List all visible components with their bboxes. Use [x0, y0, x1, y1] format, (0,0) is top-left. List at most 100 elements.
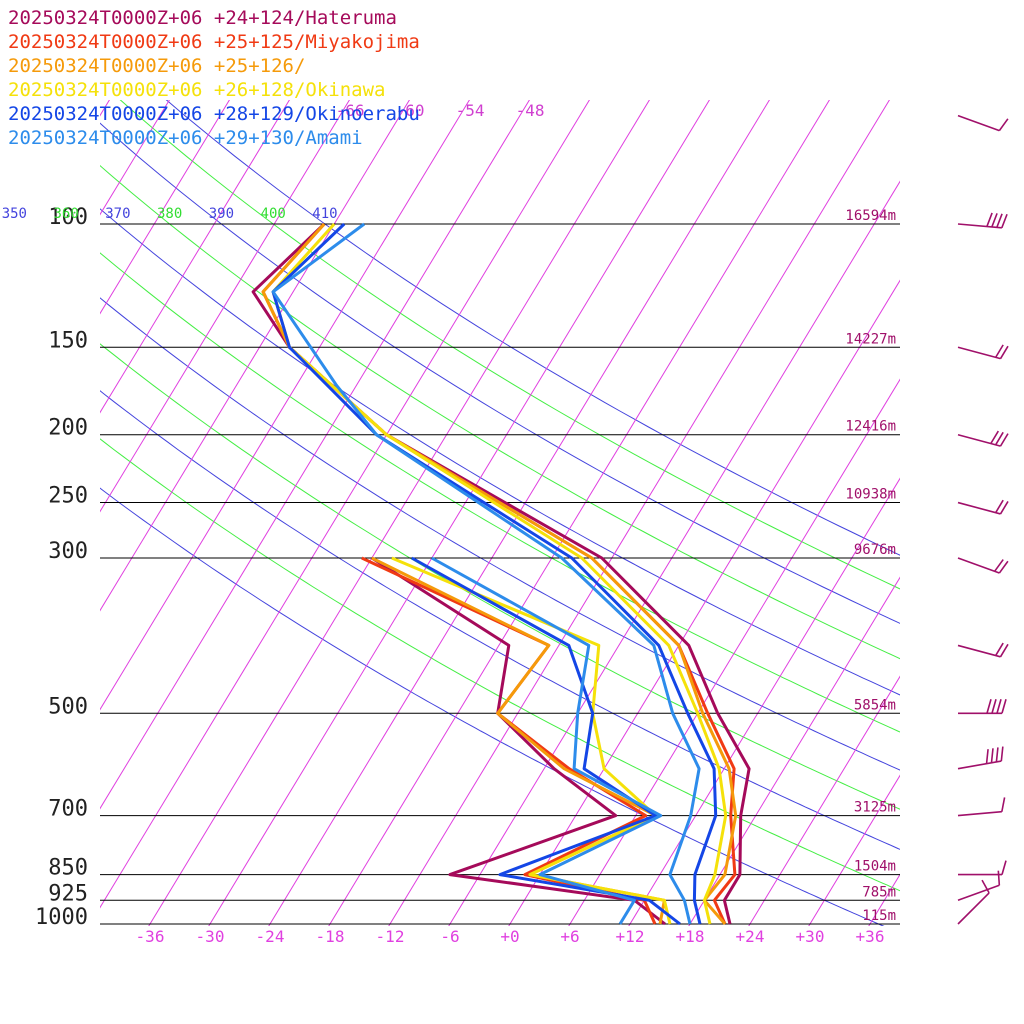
isotherm-line	[628, 477, 900, 926]
wind-barb	[957, 870, 1001, 902]
x-tick-label: +30	[796, 927, 825, 946]
temperature-profile-6	[271, 222, 701, 925]
wind-barb	[957, 499, 1009, 515]
dewpoint-profile-5	[411, 556, 681, 926]
isotherm-line	[981, 0, 1024, 939]
dry-adiabat-line	[100, 122, 900, 624]
wind-barb	[957, 344, 1009, 360]
dry-adiabat-line	[100, 208, 900, 696]
wind-barb	[957, 879, 990, 925]
isotherm-line	[100, 100, 170, 216]
dry-adiabat-line	[119, 100, 900, 590]
x-tick-label: -6	[440, 927, 459, 946]
x-tick-label: +0	[500, 927, 519, 946]
wind-barbs	[957, 114, 1009, 925]
theta-label: 380	[157, 206, 182, 222]
height-label: 115m	[862, 908, 896, 924]
theta-labels: 320330340350360370380390400410	[2, 206, 338, 222]
x-tick-label: +18	[676, 927, 705, 946]
isotherm-line	[148, 100, 650, 926]
isotherm-line	[100, 100, 110, 117]
theta-label: 410	[312, 206, 337, 222]
dry-adiabat-line	[100, 252, 900, 733]
wind-barb	[957, 212, 1008, 229]
dry-adiabat-line	[100, 487, 885, 926]
theta-label: 390	[209, 206, 234, 222]
x-tick-label: +36	[856, 927, 885, 946]
pressure-lines: 100 16594m 150 14227m 200 12416m 250 10938m 300 9…	[35, 205, 900, 930]
isotherm-line	[748, 675, 900, 926]
isotherm-line	[100, 100, 590, 909]
height-label: 785m	[862, 884, 896, 900]
x-tick-label: +24	[736, 927, 765, 946]
wind-barb	[958, 699, 1007, 715]
isotherm-line	[208, 100, 710, 926]
isotherm-labels: -36 -30 -24 -18 -12 -6 +0 +6 +12 +18 +24 +30 +36 -66 -…	[136, 101, 885, 946]
upper-isotherm-label: -60	[396, 101, 425, 120]
x-tick-label: +6	[560, 927, 579, 946]
isotherm-line	[328, 100, 830, 926]
wind-barb	[958, 860, 1007, 876]
wind-barb	[957, 557, 1009, 574]
legend-entry: 20250324T0000Z+06 +28+129/Okinoerabu	[8, 103, 420, 125]
dewpoint-profile-1	[370, 556, 666, 926]
dry-adiabat-line	[100, 438, 900, 892]
temperature-profile-3	[261, 222, 738, 925]
upper-isotherm-label: -54	[456, 101, 485, 120]
dry-adiabats	[100, 100, 900, 926]
theta-label: 360	[53, 206, 78, 222]
wind-barb	[957, 430, 1009, 447]
theta-label: 400	[261, 206, 286, 222]
x-tick-label: +12	[616, 927, 645, 946]
dewpoint-profile-4	[391, 556, 672, 925]
height-label: 14227m	[845, 331, 896, 347]
wind-barb	[957, 114, 1009, 132]
pressure-label: 500	[48, 694, 88, 719]
isotherm-line	[100, 100, 410, 612]
x-tick-label: -18	[316, 927, 345, 946]
theta-label: 350	[2, 206, 27, 222]
pressure-label: 300	[48, 539, 88, 564]
height-label: 10938m	[845, 487, 896, 503]
isotherm-line	[388, 100, 890, 926]
temperature-profile-5	[271, 222, 718, 925]
x-tick-label: -12	[376, 927, 405, 946]
height-label: 16594m	[845, 208, 896, 224]
pressure-label: 100	[48, 205, 88, 230]
x-tick-label: -24	[256, 927, 285, 946]
isotherm-line	[100, 100, 230, 315]
isotherm-line	[508, 279, 900, 926]
dry-adiabat-line	[165, 100, 900, 556]
isotherm-line	[100, 100, 350, 513]
height-label: 3125m	[854, 800, 896, 816]
upper-isotherm-label: -66	[336, 101, 365, 120]
height-label: 9676m	[854, 542, 896, 558]
isotherm-line	[448, 180, 900, 926]
isotherm-line	[688, 576, 900, 926]
legend-entry: 20250324T0000Z+06 +29+130/Amami	[8, 127, 363, 149]
legend: 20250324T0000Z+06 +24+124/Hateruma202503…	[8, 7, 420, 149]
sounding-profiles	[251, 222, 751, 926]
legend-entry: 20250324T0000Z+06 +25+125/Miyakojima	[8, 31, 420, 53]
legend-entry: 20250324T0000Z+06 +26+128/Okinawa	[8, 79, 386, 101]
theta-label: 370	[105, 206, 130, 222]
height-label: 12416m	[845, 419, 896, 435]
temperature-profile-1	[251, 222, 751, 925]
dry-adiabat-line	[100, 297, 900, 771]
height-label: 5854m	[854, 697, 896, 713]
isotherms	[100, 0, 1024, 939]
isotherm-line	[868, 873, 900, 926]
x-tick-label: -36	[136, 927, 165, 946]
dry-adiabat-line	[100, 343, 900, 810]
wind-barb	[957, 797, 1006, 817]
pressure-label: 925	[48, 881, 88, 906]
pressure-label: 1000	[35, 905, 88, 930]
legend-entry: 20250324T0000Z+06 +25+126/	[8, 55, 305, 77]
isotherm-line	[921, 0, 1024, 939]
pressure-label: 150	[48, 328, 88, 353]
pressure-label: 850	[48, 856, 88, 881]
legend-entry: 20250324T0000Z+06 +24+124/Hateruma	[8, 7, 397, 29]
wind-barb	[957, 642, 1009, 658]
dry-adiabat-line	[100, 164, 900, 660]
